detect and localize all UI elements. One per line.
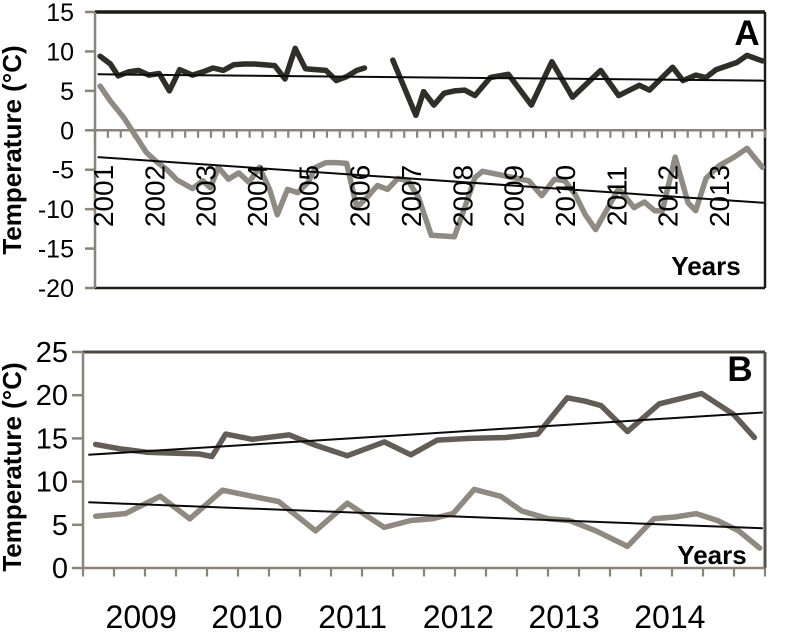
panel-a-y-tick-label: -15 [38, 236, 74, 264]
panel-a-year-label: 2003 [191, 165, 222, 227]
panel-b-x-axis-title: Years [677, 540, 746, 570]
panel-b-y-tick-label: 25 [36, 337, 68, 369]
panel-a-upper-dark-temperature-line [390, 52, 766, 119]
panel-b-upper-dark-temperature-line [92, 390, 758, 460]
panel-b-letter-label: B [727, 350, 752, 389]
panel-b-lower-series-trendline [88, 501, 763, 530]
panel-a-y-tick-label: 0 [60, 117, 74, 145]
panel-a-year-label: 2007 [396, 165, 427, 227]
panel-b-year-label: 2010 [211, 599, 282, 635]
panel-a-y-tick-label: -5 [52, 157, 74, 185]
panel-a-y-tick-label: -10 [38, 196, 74, 224]
panel-a-y-tick-label: 10 [46, 38, 74, 66]
panel-b-y-tick-label: 15 [36, 423, 68, 455]
panel-a-upper-dark-temperature-line [97, 45, 368, 94]
panel-a-year-label: 2010 [550, 165, 581, 227]
panel-a-upper-series-trendline [97, 73, 765, 82]
panel-a-y-axis-title: Temperature (°C) [0, 45, 27, 254]
panel-b-year-label: 2011 [318, 599, 387, 635]
panel-a-lower-series-trendline [97, 156, 765, 204]
panel-a-year-label: 2004 [242, 165, 273, 227]
panel-a-year-label: 2009 [499, 165, 530, 227]
panel-b-y-tick-label: 20 [36, 380, 68, 412]
panel-a-y-tick-label: 15 [46, 0, 74, 27]
panel-a-y-tick-label: 5 [60, 78, 74, 106]
panel-b-year-label: 2013 [529, 599, 600, 635]
panel-a-letter-label: A [734, 14, 759, 53]
panel-b-y-tick-label: 5 [52, 510, 68, 542]
panel-b-y-axis-title: Temperature (°C) [0, 362, 27, 571]
panel-a-year-label: 2011 [601, 166, 632, 226]
panel-b-year-label: 2014 [634, 599, 705, 635]
panel-a-y-tick-label: -20 [38, 275, 74, 303]
panel-a-year-label: 2001 [88, 165, 119, 227]
panel-b-y-tick-label: 10 [36, 467, 68, 499]
panel-b-lower-gray-temperature-line [92, 486, 763, 551]
panel-a-x-axis-title: Years [671, 251, 740, 281]
panel-b-y-tick-label: 0 [52, 553, 68, 585]
panel-b-year-label: 2012 [423, 599, 494, 635]
panel-b-upper-series-trendline [88, 411, 763, 456]
panel-a-year-label: 2013 [704, 165, 735, 227]
panel-a-year-label: 2008 [447, 165, 478, 227]
panel-a-year-label: 2005 [293, 165, 324, 227]
panel-b-year-label: 2009 [106, 599, 177, 635]
panel-a-year-label: 2002 [139, 165, 170, 227]
